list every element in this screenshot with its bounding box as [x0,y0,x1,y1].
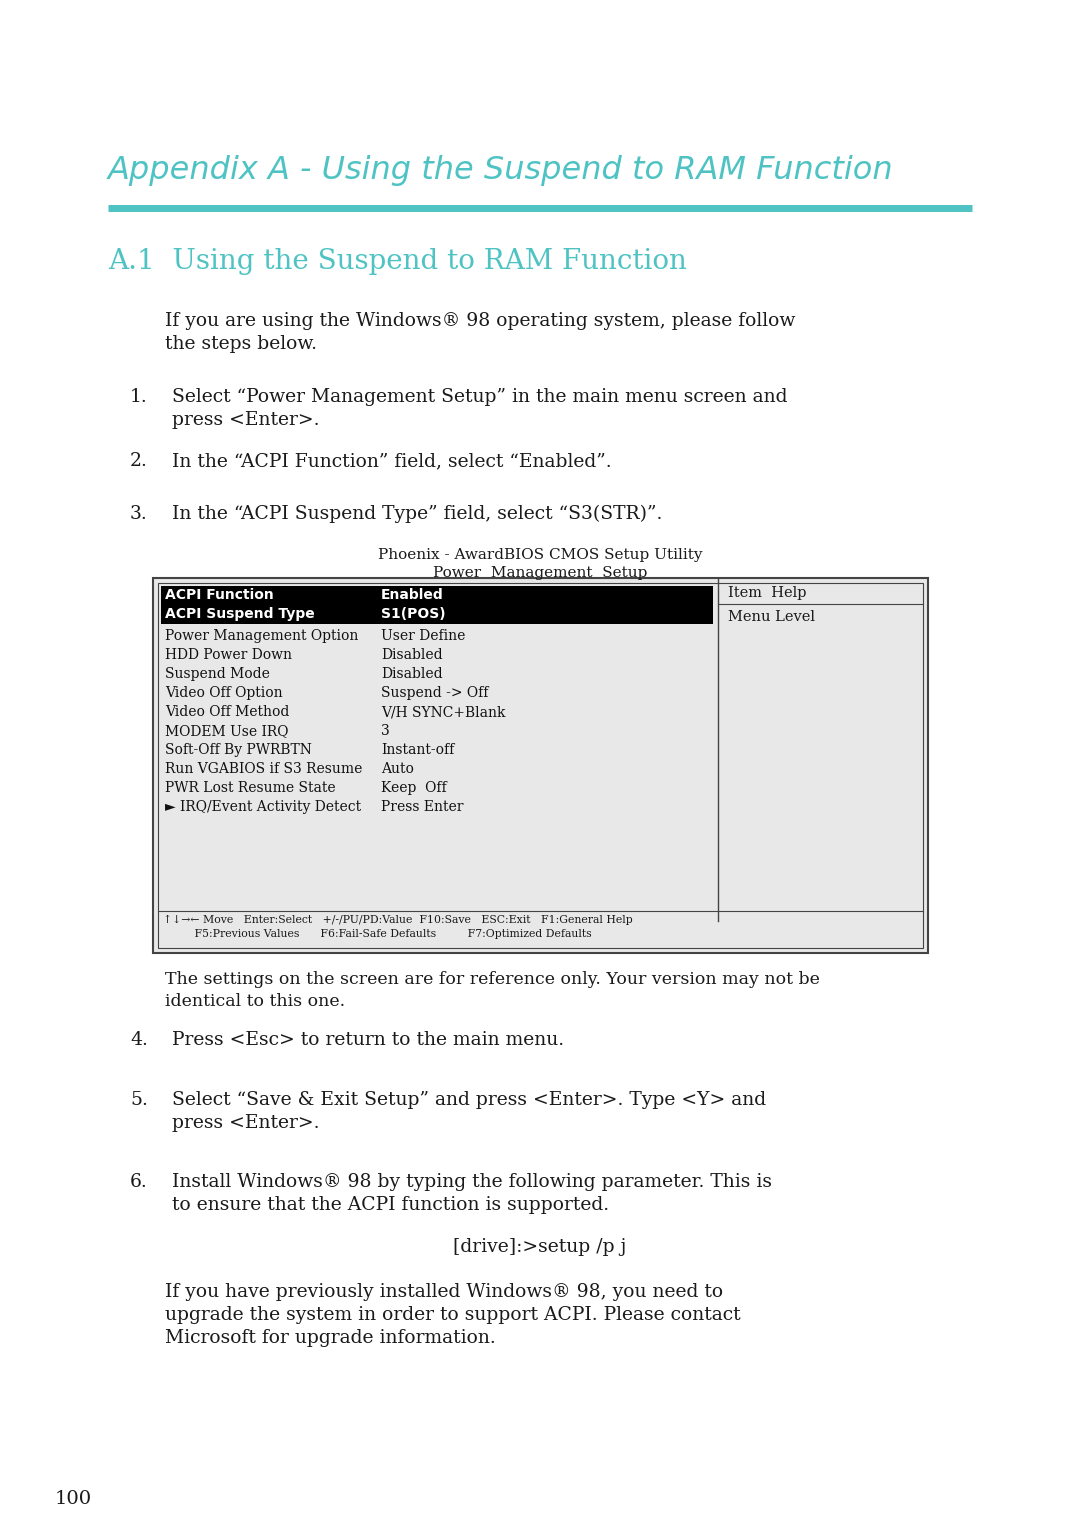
Text: ACPI Function: ACPI Function [165,589,273,602]
Bar [153,578,928,953]
Text: In the “ACPI Function” field, select “Enabled”.: In the “ACPI Function” field, select “En… [172,453,611,469]
Text: Power Management Option: Power Management Option [165,628,359,644]
Text: Appendix A - Using the Suspend to RAM Function: Appendix A - Using the Suspend to RAM Fu… [108,154,893,187]
Text: F5:Previous Values      F6:Fail-Safe Defaults         F7:Optimized Defaults: F5:Previous Values F6:Fail-Safe Defaults… [163,930,592,939]
Text: ACPI Suspend Type: ACPI Suspend Type [165,607,314,621]
Text: Video Off Method: Video Off Method [165,705,289,719]
Text: Disabled: Disabled [381,648,443,662]
Text: PWR Lost Resume State: PWR Lost Resume State [165,781,336,795]
Bar [161,586,713,605]
Text: Instant-off: Instant-off [381,743,455,757]
Text: Disabled: Disabled [381,667,443,680]
Text: 5.: 5. [130,1092,148,1109]
Text: 100: 100 [55,1489,92,1508]
Text: Install Windows® 98 by typing the following parameter. This is: Install Windows® 98 by typing the follow… [172,1173,772,1191]
Text: A.1  Using the Suspend to RAM Function: A.1 Using the Suspend to RAM Function [108,248,687,275]
Text: Video Off Option: Video Off Option [165,687,283,700]
Text: MODEM Use IRQ: MODEM Use IRQ [165,725,288,739]
Text: Menu Level: Menu Level [728,610,815,624]
Text: HDD Power Down: HDD Power Down [165,648,292,662]
Text: Press Enter: Press Enter [381,800,463,813]
Bar [161,605,713,624]
Text: Microsoft for upgrade information.: Microsoft for upgrade information. [165,1329,496,1347]
Text: 2.: 2. [130,453,148,469]
Text: press <Enter>.: press <Enter>. [172,1115,320,1131]
Text: User Define: User Define [381,628,465,644]
Bar [158,583,923,948]
Text: Enabled: Enabled [381,589,444,602]
Text: press <Enter>.: press <Enter>. [172,411,320,430]
Text: [drive]:>setup /p j: [drive]:>setup /p j [454,1238,626,1255]
Text: Soft-Off By PWRBTN: Soft-Off By PWRBTN [165,743,312,757]
Text: V/H SYNC+Blank: V/H SYNC+Blank [381,705,505,719]
Text: If you have previously installed Windows® 98, you need to: If you have previously installed Windows… [165,1283,724,1301]
Text: 4.: 4. [130,1031,148,1049]
Text: Power  Management  Setup: Power Management Setup [433,566,647,579]
Text: ► IRQ/Event Activity Detect: ► IRQ/Event Activity Detect [165,800,361,813]
Text: In the “ACPI Suspend Type” field, select “S3(STR)”.: In the “ACPI Suspend Type” field, select… [172,505,662,523]
Text: ↑↓→← Move   Enter:Select   +/-/PU/PD:Value  F10:Save   ESC:Exit   F1:General Hel: ↑↓→← Move Enter:Select +/-/PU/PD:Value F… [163,914,633,925]
Text: upgrade the system in order to support ACPI. Please contact: upgrade the system in order to support A… [165,1306,741,1324]
Text: Item  Help: Item Help [728,586,807,599]
Text: Press <Esc> to return to the main menu.: Press <Esc> to return to the main menu. [172,1031,564,1049]
Text: Select “Save & Exit Setup” and press <Enter>. Type <Y> and: Select “Save & Exit Setup” and press <En… [172,1092,766,1109]
Text: Phoenix - AwardBIOS CMOS Setup Utility: Phoenix - AwardBIOS CMOS Setup Utility [378,547,702,563]
Text: If you are using the Windows® 98 operating system, please follow: If you are using the Windows® 98 operati… [165,312,795,330]
Text: Keep  Off: Keep Off [381,781,447,795]
Text: S1(POS): S1(POS) [381,607,446,621]
Text: 6.: 6. [130,1173,148,1191]
Text: to ensure that the ACPI function is supported.: to ensure that the ACPI function is supp… [172,1196,609,1214]
Text: Run VGABIOS if S3 Resume: Run VGABIOS if S3 Resume [165,761,363,777]
Text: 3.: 3. [130,505,148,523]
Text: The settings on the screen are for reference only. Your version may not be: The settings on the screen are for refer… [165,971,820,988]
Text: Select “Power Management Setup” in the main menu screen and: Select “Power Management Setup” in the m… [172,388,787,407]
Text: 1.: 1. [130,388,148,407]
Text: Suspend -> Off: Suspend -> Off [381,687,488,700]
Text: Suspend Mode: Suspend Mode [165,667,270,680]
Text: identical to this one.: identical to this one. [165,992,346,1011]
Text: Auto: Auto [381,761,414,777]
Text: the steps below.: the steps below. [165,335,318,353]
Text: 3: 3 [381,725,390,739]
